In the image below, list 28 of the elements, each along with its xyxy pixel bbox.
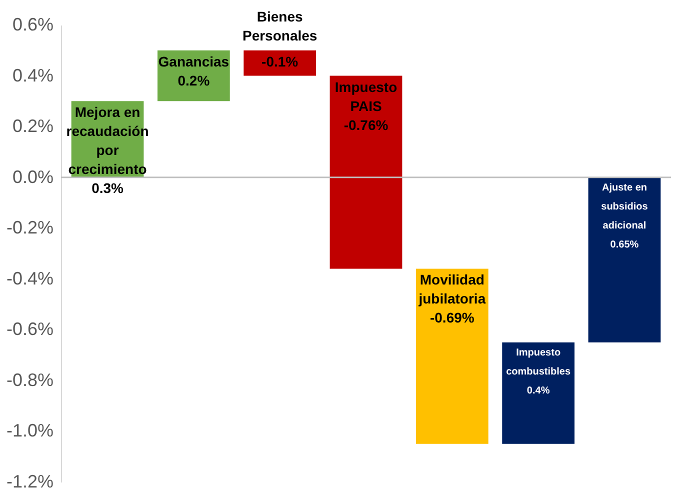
y-tick-label: -1.2% xyxy=(6,472,54,492)
y-tick-label: -1.0% xyxy=(6,420,54,441)
data-label: -0.76% xyxy=(344,116,389,133)
bar xyxy=(416,268,488,444)
bar xyxy=(588,177,661,342)
y-tick-label: 0.6% xyxy=(12,14,54,34)
bar xyxy=(502,342,575,444)
data-label: -0.69% xyxy=(430,310,475,326)
x-tick-label: Bienes Personales xyxy=(242,8,318,44)
x-tick-label: Impuesto PAIS xyxy=(334,78,398,114)
y-tick-label: 0.4% xyxy=(12,65,54,86)
x-tick-label: Ajuste en subsidios adicional xyxy=(601,182,648,232)
y-tick-label: 0.0% xyxy=(12,166,54,187)
bar xyxy=(330,76,402,269)
bar xyxy=(244,50,316,76)
y-tick-label: -0.4% xyxy=(6,268,54,288)
data-label: 0.4% xyxy=(526,385,550,396)
data-label: 0.2% xyxy=(178,72,210,88)
x-tick-label: Ganancias xyxy=(158,53,230,70)
data-label: 0.3% xyxy=(92,180,124,196)
y-tick-label: 0.2% xyxy=(12,116,54,136)
y-tick-label: -0.2% xyxy=(6,218,54,238)
x-tick-label: Impuesto combustibles xyxy=(506,347,571,378)
data-label: 0.65% xyxy=(610,239,639,250)
x-tick-label: Movilidad jubilatoria xyxy=(418,272,486,307)
data-label: -0.1% xyxy=(262,53,299,70)
y-tick-label: -0.6% xyxy=(6,319,54,340)
y-tick-label: -0.8% xyxy=(6,370,54,390)
